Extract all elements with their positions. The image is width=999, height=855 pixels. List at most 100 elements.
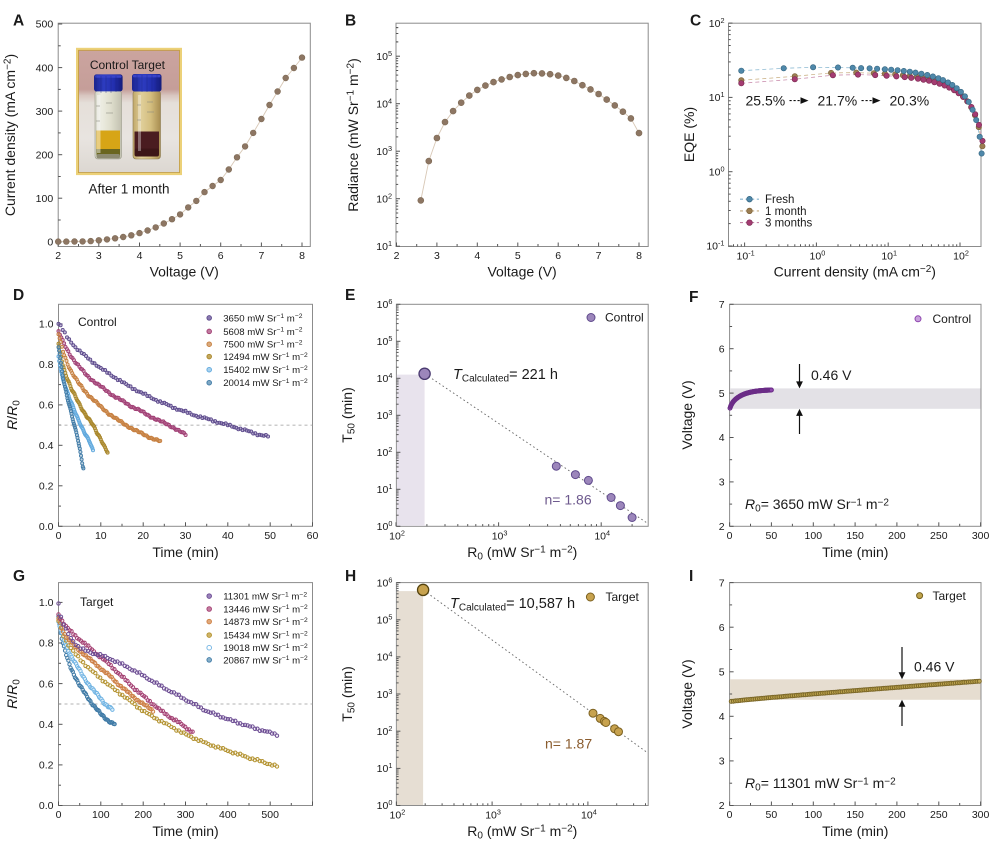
- svg-text:150: 150: [846, 530, 864, 542]
- svg-text:0.6: 0.6: [39, 678, 54, 690]
- svg-text:20014 mW Sr−1 m−2: 20014 mW Sr−1 m−2: [223, 378, 308, 389]
- svg-text:50: 50: [766, 530, 778, 542]
- svg-text:G: G: [13, 568, 25, 585]
- svg-text:1.0: 1.0: [39, 597, 54, 609]
- svg-text:7: 7: [719, 299, 725, 311]
- svg-text:T50 (min): T50 (min): [339, 666, 358, 721]
- svg-text:50: 50: [766, 809, 778, 821]
- svg-text:20: 20: [137, 530, 149, 542]
- svg-text:200: 200: [888, 530, 906, 542]
- svg-text:Control: Control: [933, 312, 972, 326]
- svg-text:3: 3: [719, 756, 725, 768]
- svg-text:4: 4: [474, 250, 480, 262]
- svg-text:2: 2: [394, 250, 400, 262]
- svg-text:300: 300: [36, 106, 54, 118]
- svg-text:0.46 V: 0.46 V: [914, 659, 955, 675]
- svg-text:Voltage (V): Voltage (V): [679, 659, 695, 728]
- svg-text:4: 4: [719, 711, 725, 723]
- svg-text:0.8: 0.8: [39, 359, 54, 371]
- svg-text:0.4: 0.4: [39, 440, 54, 452]
- svg-text:R0= 3650 mW Sr−1 m−2: R0= 3650 mW Sr−1 m−2: [745, 496, 889, 515]
- svg-text:C: C: [690, 13, 701, 30]
- svg-text:7: 7: [719, 577, 725, 589]
- svg-text:Control: Control: [78, 315, 117, 329]
- svg-text:R0= 11301 mW Sr−1 m−2: R0= 11301 mW Sr−1 m−2: [745, 775, 896, 794]
- svg-text:5: 5: [719, 388, 725, 400]
- svg-text:F: F: [689, 289, 698, 306]
- svg-text:6: 6: [218, 250, 224, 262]
- svg-text:400: 400: [219, 809, 237, 821]
- svg-text:2: 2: [719, 521, 725, 533]
- svg-text:100: 100: [805, 809, 823, 821]
- svg-text:T50 (min): T50 (min): [339, 387, 358, 442]
- svg-text:300: 300: [972, 809, 990, 821]
- svg-text:1.0: 1.0: [39, 319, 54, 331]
- svg-text:TCalculated= 10,587 h: TCalculated= 10,587 h: [450, 596, 575, 614]
- svg-text:19018 mW Sr−1 m−2: 19018 mW Sr−1 m−2: [223, 643, 308, 654]
- svg-text:13446 mW Sr−1 m−2: 13446 mW Sr−1 m−2: [223, 604, 308, 615]
- svg-text:0: 0: [727, 530, 733, 542]
- svg-text:15434 mW Sr−1 m−2: 15434 mW Sr−1 m−2: [223, 630, 308, 641]
- svg-text:EQE (%): EQE (%): [681, 107, 697, 162]
- svg-text:60: 60: [307, 530, 319, 542]
- svg-text:0: 0: [56, 809, 62, 821]
- svg-text:Target: Target: [80, 595, 114, 609]
- svg-text:5: 5: [515, 250, 521, 262]
- svg-text:200: 200: [36, 149, 54, 161]
- svg-text:500: 500: [261, 809, 279, 821]
- svg-text:14873 mW Sr−1 m−2: 14873 mW Sr−1 m−2: [223, 617, 308, 628]
- svg-text:B: B: [345, 13, 356, 30]
- svg-text:300: 300: [972, 530, 990, 542]
- svg-text:30: 30: [180, 530, 192, 542]
- svg-text:0.2: 0.2: [39, 481, 54, 493]
- svg-text:0.6: 0.6: [39, 400, 54, 412]
- svg-text:5: 5: [177, 250, 183, 262]
- svg-text:250: 250: [930, 809, 948, 821]
- svg-text:0.2: 0.2: [39, 760, 54, 772]
- svg-text:0.46 V: 0.46 V: [811, 367, 852, 383]
- svg-text:Control Target: Control Target: [90, 58, 166, 72]
- svg-text:100: 100: [92, 809, 110, 821]
- svg-text:R0 (mW Sr−1 m−2): R0 (mW Sr−1 m−2): [467, 823, 577, 842]
- svg-text:2: 2: [719, 800, 725, 812]
- svg-text:Current density (mA cm−2): Current density (mA cm−2): [774, 264, 936, 280]
- svg-text:0.0: 0.0: [39, 521, 54, 533]
- svg-text:Fresh: Fresh: [765, 194, 794, 206]
- svg-text:Time (min): Time (min): [152, 544, 218, 560]
- svg-text:400: 400: [36, 62, 54, 74]
- svg-text:100: 100: [805, 530, 823, 542]
- svg-text:12494 mW Sr−1 m−2: 12494 mW Sr−1 m−2: [223, 352, 308, 363]
- svg-text:R/R0: R/R0: [4, 679, 23, 709]
- svg-text:D: D: [13, 287, 24, 304]
- svg-text:R/R0: R/R0: [4, 400, 23, 430]
- svg-text:500: 500: [36, 19, 54, 31]
- svg-text:1 month: 1 month: [765, 206, 807, 218]
- svg-text:Time (min): Time (min): [152, 823, 218, 839]
- svg-text:7500 mW Sr−1 m−2: 7500 mW Sr−1 m−2: [223, 339, 303, 350]
- svg-text:0.0: 0.0: [39, 800, 54, 812]
- svg-text:200: 200: [888, 809, 906, 821]
- svg-text:200: 200: [134, 809, 152, 821]
- svg-text:2: 2: [55, 250, 61, 262]
- svg-text:Voltage (V): Voltage (V): [150, 264, 219, 280]
- svg-text:4: 4: [719, 432, 725, 444]
- svg-text:Target: Target: [606, 590, 640, 604]
- svg-text:6: 6: [719, 343, 725, 355]
- svg-text:3 months: 3 months: [765, 218, 813, 230]
- svg-text:3: 3: [434, 250, 440, 262]
- svg-text:20867 mW Sr−1 m−2: 20867 mW Sr−1 m−2: [223, 655, 308, 666]
- svg-text:40: 40: [222, 530, 234, 542]
- svg-text:0: 0: [56, 530, 62, 542]
- svg-text:250: 250: [930, 530, 948, 542]
- svg-text:6: 6: [719, 622, 725, 634]
- svg-text:A: A: [13, 13, 24, 30]
- svg-text:300: 300: [177, 809, 195, 821]
- svg-text:0.8: 0.8: [39, 638, 54, 650]
- svg-text:21.7%: 21.7%: [818, 92, 858, 108]
- svg-text:100: 100: [36, 193, 54, 205]
- svg-text:3: 3: [96, 250, 102, 262]
- svg-text:3650 mW Sr−1 m−2: 3650 mW Sr−1 m−2: [223, 313, 303, 324]
- svg-text:3: 3: [719, 477, 725, 489]
- svg-text:Target: Target: [933, 589, 967, 603]
- svg-text:Radiance (mW Sr−1 m−2): Radiance (mW Sr−1 m−2): [345, 58, 361, 212]
